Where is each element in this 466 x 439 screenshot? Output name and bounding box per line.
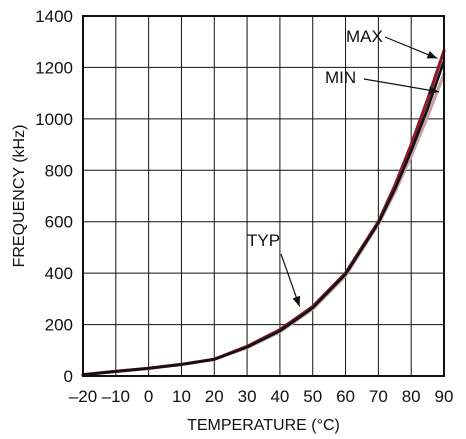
y-tick-label: 1400 — [35, 7, 73, 26]
annotation-arrowhead-min — [428, 86, 440, 95]
x-tick-labels: –20 –10 0 10 20 30 40 50 60 70 80 90 — [69, 387, 454, 406]
x-tick-label: 30 — [238, 387, 257, 406]
x-tick-label: 80 — [402, 387, 421, 406]
annotation-max: MAX — [346, 27, 383, 46]
y-tick-label: 400 — [45, 264, 73, 283]
annotations-group: MAX MIN TYP — [247, 27, 440, 307]
annotation-leader-min — [363, 78, 440, 93]
x-axis-title: TEMPERATURE (°C) — [187, 417, 340, 434]
annotation-min: MIN — [325, 68, 356, 87]
y-axis-title: FREQUENCY (kHz) — [11, 125, 28, 268]
series-line-max — [81, 49, 446, 377]
annotation-arrowhead-typ — [292, 295, 301, 307]
plot-frame — [82, 15, 445, 377]
y-tick-label: 600 — [45, 213, 73, 232]
x-tick-label: 10 — [172, 387, 191, 406]
y-tick-label: 200 — [45, 316, 73, 335]
x-tick-label: –10 — [102, 387, 130, 406]
y-tick-label: 1000 — [35, 110, 73, 129]
x-tick-label: –20 — [69, 387, 97, 406]
x-tick-label: 50 — [303, 387, 322, 406]
annotation-typ: TYP — [247, 231, 280, 250]
series-line-typ — [81, 59, 446, 377]
y-tick-label: 800 — [45, 161, 73, 180]
series-group — [81, 49, 446, 377]
x-tick-label: 70 — [369, 387, 388, 406]
x-tick-label: 90 — [435, 387, 454, 406]
x-tick-label: 20 — [205, 387, 224, 406]
x-tick-label: 40 — [270, 387, 289, 406]
y-tick-label: 1200 — [35, 58, 73, 77]
y-tick-labels: 0 200 400 600 800 1000 1200 1400 — [35, 7, 73, 386]
y-tick-label: 0 — [64, 367, 73, 386]
x-tick-label: 0 — [144, 387, 153, 406]
annotation-arrowhead-max — [426, 50, 438, 59]
x-tick-label: 60 — [336, 387, 355, 406]
